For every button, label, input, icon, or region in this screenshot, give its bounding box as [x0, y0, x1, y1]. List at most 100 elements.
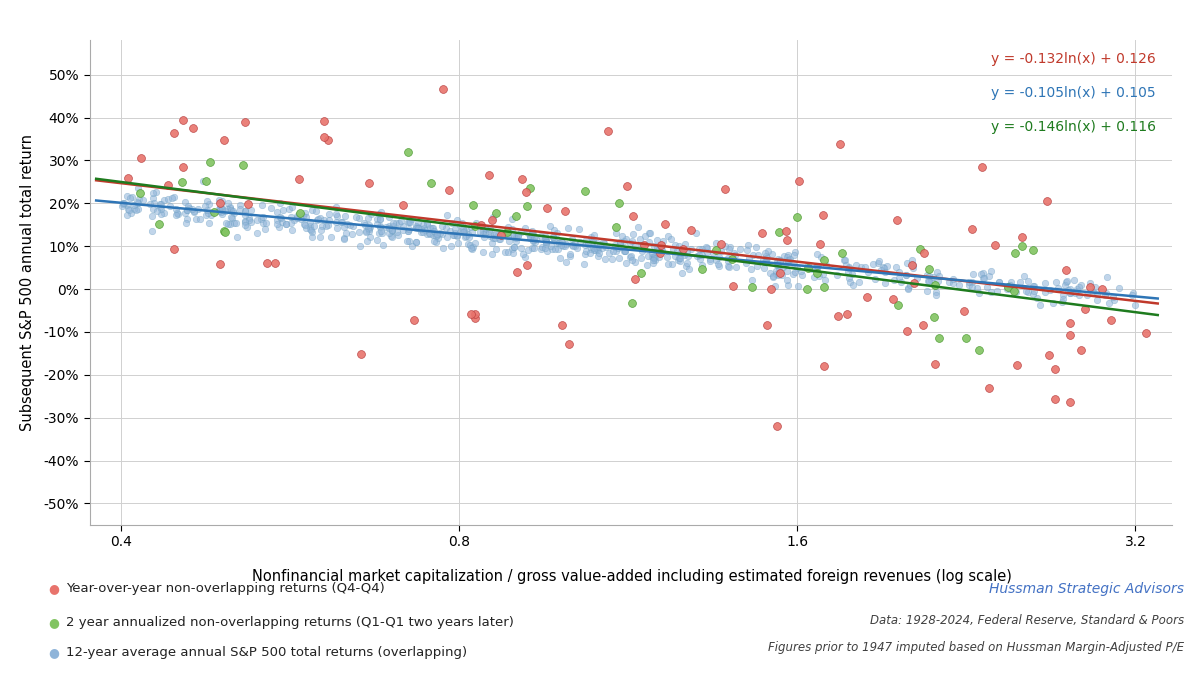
12-year average annual S&P 500 total returns (overlapping): [152, 199, 171, 210]
12-year average annual S&P 500 total returns (overlapping): [777, 265, 797, 276]
12-year average annual S&P 500 total returns (overlapping): [670, 241, 689, 252]
12-year average annual S&P 500 total returns (overlapping): [640, 228, 659, 239]
12-year average annual S&P 500 total returns (overlapping): [605, 240, 624, 250]
Text: ●: ●: [48, 646, 59, 659]
12-year average annual S&P 500 total returns (overlapping): [426, 236, 445, 247]
12-year average annual S&P 500 total returns (overlapping): [388, 226, 407, 237]
12-year average annual S&P 500 total returns (overlapping): [1066, 288, 1085, 299]
12-year average annual S&P 500 total returns (overlapping): [929, 275, 948, 286]
12-year average annual S&P 500 total returns (overlapping): [227, 232, 246, 243]
12-year average annual S&P 500 total returns (overlapping): [631, 246, 651, 257]
12-year average annual S&P 500 total returns (overlapping): [294, 219, 313, 229]
12-year average annual S&P 500 total returns (overlapping): [767, 266, 786, 277]
12-year average annual S&P 500 total returns (overlapping): [502, 223, 521, 234]
12-year average annual S&P 500 total returns (overlapping): [124, 204, 144, 215]
12-year average annual S&P 500 total returns (overlapping): [738, 245, 757, 256]
12-year average annual S&P 500 total returns (overlapping): [220, 219, 239, 229]
Year-over-year non-overlapping returns (Q4-Q4): [490, 229, 509, 240]
12-year average annual S&P 500 total returns (overlapping): [605, 242, 624, 252]
12-year average annual S&P 500 total returns (overlapping): [1001, 277, 1020, 287]
12-year average annual S&P 500 total returns (overlapping): [431, 228, 450, 239]
Year-over-year non-overlapping returns (Q4-Q4): [1136, 328, 1155, 339]
12-year average annual S&P 500 total returns (overlapping): [1070, 279, 1090, 290]
12-year average annual S&P 500 total returns (overlapping): [300, 221, 319, 232]
12-year average annual S&P 500 total returns (overlapping): [545, 244, 565, 254]
12-year average annual S&P 500 total returns (overlapping): [1049, 283, 1068, 293]
12-year average annual S&P 500 total returns (overlapping): [980, 271, 999, 281]
12-year average annual S&P 500 total returns (overlapping): [524, 235, 543, 246]
12-year average annual S&P 500 total returns (overlapping): [483, 212, 502, 223]
12-year average annual S&P 500 total returns (overlapping): [475, 227, 494, 238]
12-year average annual S&P 500 total returns (overlapping): [626, 256, 645, 267]
Year-over-year non-overlapping returns (Q4-Q4): [1056, 264, 1075, 275]
12-year average annual S&P 500 total returns (overlapping): [923, 272, 942, 283]
12-year average annual S&P 500 total returns (overlapping): [670, 256, 689, 267]
12-year average annual S&P 500 total returns (overlapping): [307, 214, 327, 225]
Year-over-year non-overlapping returns (Q4-Q4): [954, 306, 974, 316]
12-year average annual S&P 500 total returns (overlapping): [1018, 276, 1037, 287]
12-year average annual S&P 500 total returns (overlapping): [688, 250, 707, 261]
12-year average annual S&P 500 total returns (overlapping): [570, 237, 590, 248]
Year-over-year non-overlapping returns (Q4-Q4): [1013, 232, 1032, 243]
12-year average annual S&P 500 total returns (overlapping): [360, 225, 379, 236]
12-year average annual S&P 500 total returns (overlapping): [1036, 278, 1055, 289]
12-year average annual S&P 500 total returns (overlapping): [689, 244, 708, 254]
12-year average annual S&P 500 total returns (overlapping): [221, 205, 240, 216]
12-year average annual S&P 500 total returns (overlapping): [221, 211, 240, 222]
12-year average annual S&P 500 total returns (overlapping): [536, 239, 555, 250]
Year-over-year non-overlapping returns (Q4-Q4): [925, 359, 944, 369]
12-year average annual S&P 500 total returns (overlapping): [128, 182, 147, 193]
12-year average annual S&P 500 total returns (overlapping): [202, 210, 221, 221]
12-year average annual S&P 500 total returns (overlapping): [1025, 286, 1044, 297]
12-year average annual S&P 500 total returns (overlapping): [898, 283, 917, 294]
12-year average annual S&P 500 total returns (overlapping): [373, 227, 392, 238]
12-year average annual S&P 500 total returns (overlapping): [697, 246, 716, 257]
Year-over-year non-overlapping returns (Q4-Q4): [515, 187, 535, 198]
12-year average annual S&P 500 total returns (overlapping): [429, 233, 448, 244]
12-year average annual S&P 500 total returns (overlapping): [859, 267, 878, 277]
2 year annualized non-overlapping returns (Q1-Q1 two years later): [970, 345, 989, 356]
12-year average annual S&P 500 total returns (overlapping): [112, 201, 132, 212]
12-year average annual S&P 500 total returns (overlapping): [451, 227, 470, 238]
2 year annualized non-overlapping returns (Q1-Q1 two years later): [832, 247, 852, 258]
12-year average annual S&P 500 total returns (overlapping): [175, 207, 194, 218]
12-year average annual S&P 500 total returns (overlapping): [927, 290, 946, 301]
12-year average annual S&P 500 total returns (overlapping): [963, 282, 982, 293]
12-year average annual S&P 500 total returns (overlapping): [669, 254, 688, 265]
Year-over-year non-overlapping returns (Q4-Q4): [560, 339, 579, 350]
12-year average annual S&P 500 total returns (overlapping): [606, 246, 626, 256]
12-year average annual S&P 500 total returns (overlapping): [840, 273, 859, 284]
12-year average annual S&P 500 total returns (overlapping): [222, 213, 242, 223]
12-year average annual S&P 500 total returns (overlapping): [383, 226, 402, 237]
2 year annualized non-overlapping returns (Q1-Q1 two years later): [814, 281, 834, 292]
12-year average annual S&P 500 total returns (overlapping): [451, 220, 470, 231]
12-year average annual S&P 500 total returns (overlapping): [744, 249, 763, 260]
12-year average annual S&P 500 total returns (overlapping): [642, 252, 661, 262]
12-year average annual S&P 500 total returns (overlapping): [117, 210, 136, 221]
Year-over-year non-overlapping returns (Q4-Q4): [757, 319, 776, 330]
12-year average annual S&P 500 total returns (overlapping): [542, 244, 561, 254]
12-year average annual S&P 500 total returns (overlapping): [377, 222, 396, 233]
Year-over-year non-overlapping returns (Q4-Q4): [183, 122, 202, 133]
12-year average annual S&P 500 total returns (overlapping): [739, 253, 758, 264]
12-year average annual S&P 500 total returns (overlapping): [446, 223, 465, 234]
2 year annualized non-overlapping returns (Q1-Q1 two years later): [518, 201, 537, 212]
12-year average annual S&P 500 total returns (overlapping): [663, 259, 682, 270]
12-year average annual S&P 500 total returns (overlapping): [940, 277, 959, 287]
12-year average annual S&P 500 total returns (overlapping): [219, 219, 238, 229]
12-year average annual S&P 500 total returns (overlapping): [551, 236, 570, 246]
12-year average annual S&P 500 total returns (overlapping): [459, 232, 478, 242]
12-year average annual S&P 500 total returns (overlapping): [549, 238, 568, 248]
12-year average annual S&P 500 total returns (overlapping): [484, 229, 504, 240]
12-year average annual S&P 500 total returns (overlapping): [193, 176, 212, 187]
12-year average annual S&P 500 total returns (overlapping): [679, 264, 698, 275]
12-year average annual S&P 500 total returns (overlapping): [1046, 277, 1066, 287]
12-year average annual S&P 500 total returns (overlapping): [889, 273, 908, 283]
12-year average annual S&P 500 total returns (overlapping): [417, 217, 437, 228]
12-year average annual S&P 500 total returns (overlapping): [167, 207, 187, 218]
12-year average annual S&P 500 total returns (overlapping): [621, 252, 640, 262]
12-year average annual S&P 500 total returns (overlapping): [382, 232, 401, 242]
12-year average annual S&P 500 total returns (overlapping): [645, 251, 664, 262]
12-year average annual S&P 500 total returns (overlapping): [599, 247, 618, 258]
12-year average annual S&P 500 total returns (overlapping): [523, 228, 542, 239]
